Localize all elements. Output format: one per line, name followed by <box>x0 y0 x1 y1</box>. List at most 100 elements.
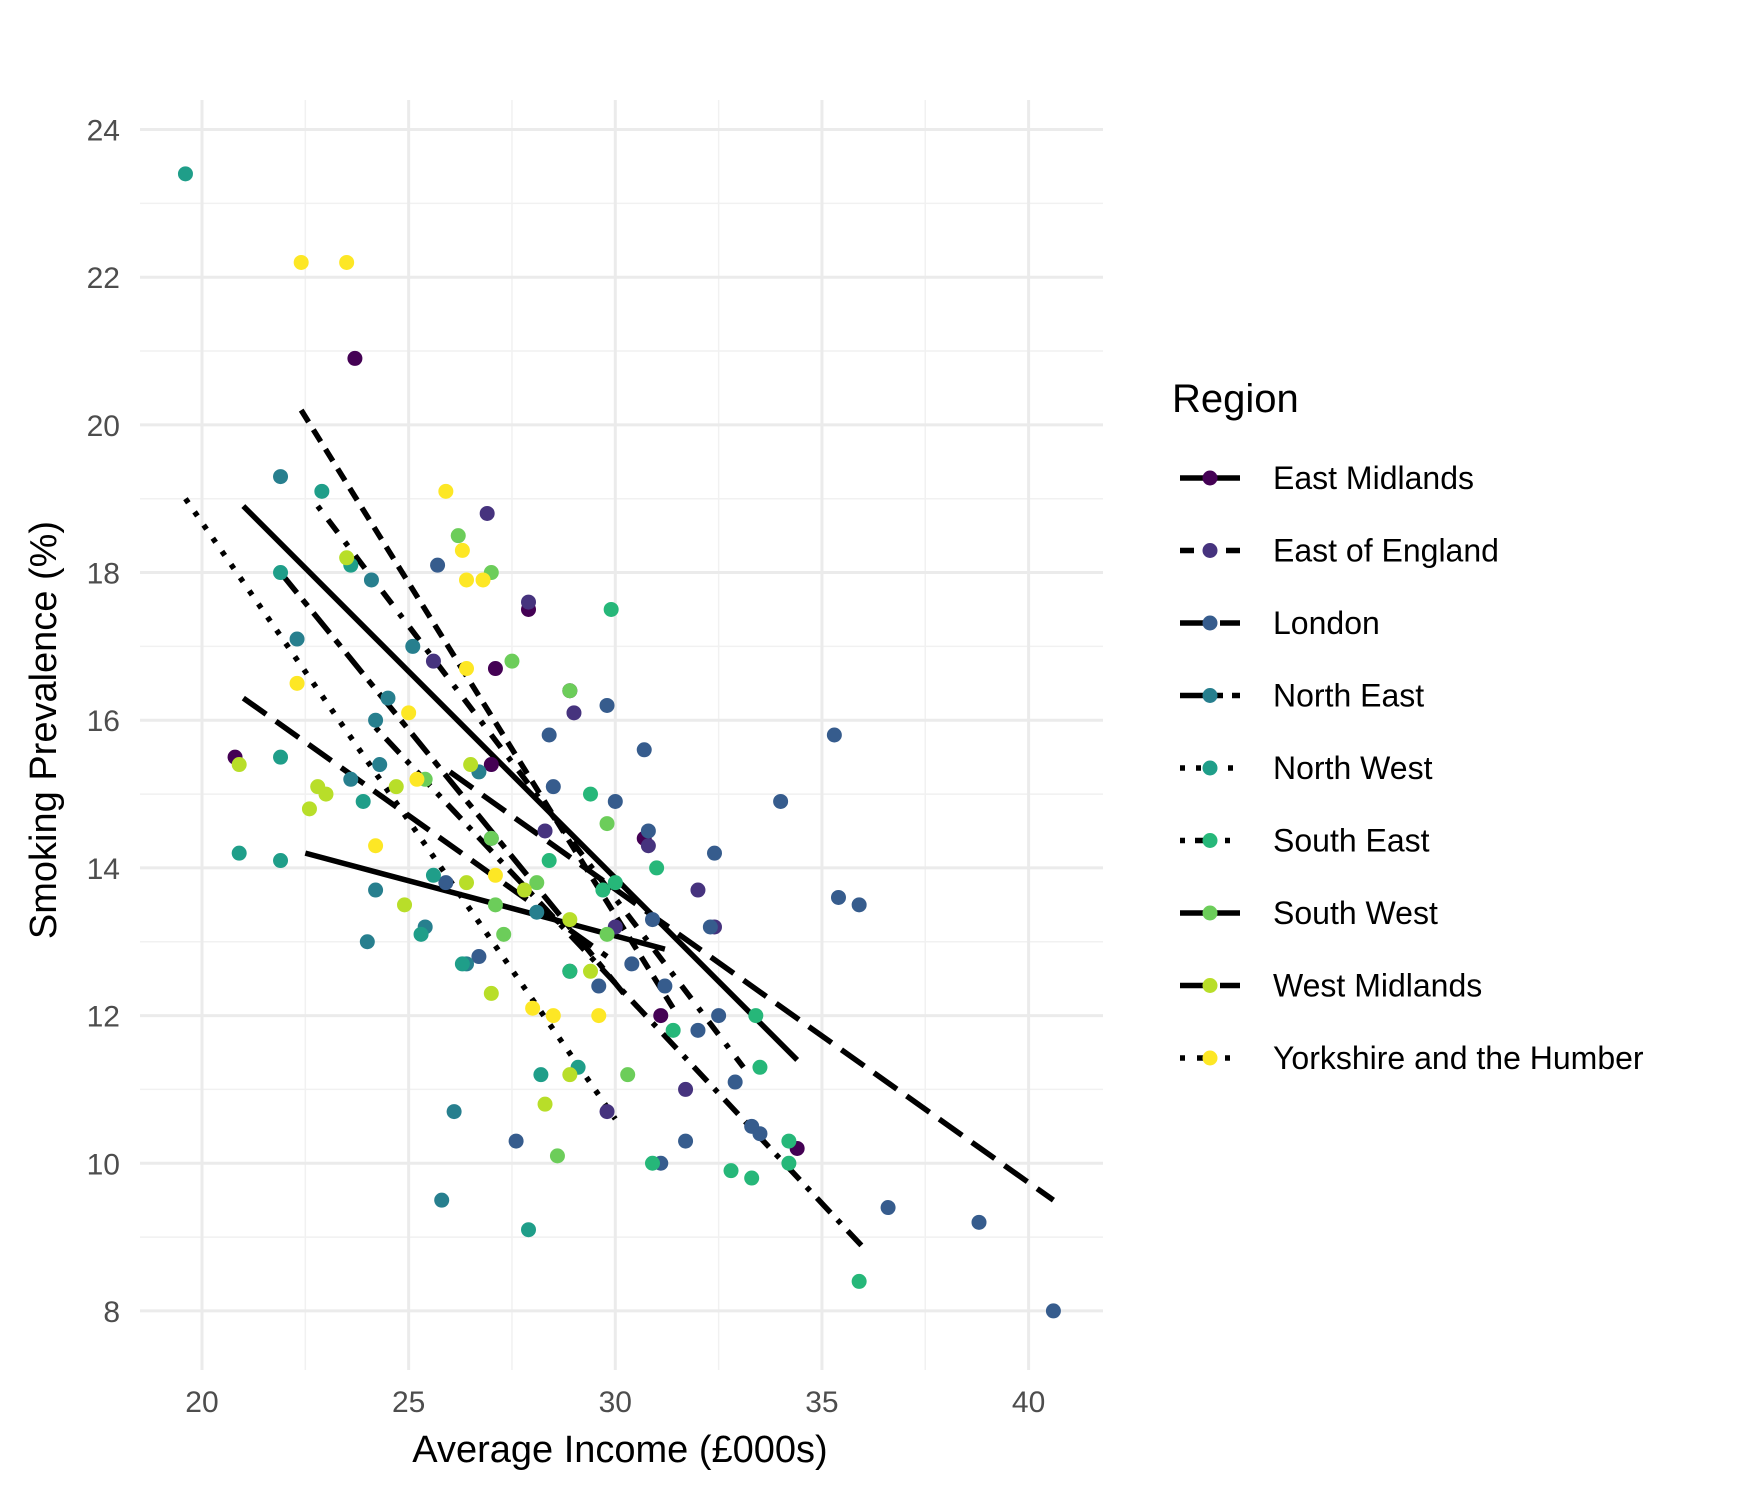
data-point <box>880 1200 896 1216</box>
legend-label: South East <box>1273 823 1430 859</box>
data-point <box>690 882 706 898</box>
data-point <box>599 697 615 713</box>
data-point <box>781 1133 797 1149</box>
data-point <box>678 1133 694 1149</box>
y-axis-ticks: 8 10 12 14 16 18 20 22 24 <box>87 115 120 1329</box>
data-point <box>487 867 503 883</box>
data-point <box>603 601 619 617</box>
data-point <box>355 793 371 809</box>
data-point <box>289 631 305 647</box>
data-point <box>454 542 470 558</box>
data-point <box>599 1104 615 1120</box>
data-point <box>752 1126 768 1142</box>
data-point <box>607 875 623 891</box>
data-point <box>516 882 532 898</box>
data-point <box>752 1059 768 1075</box>
data-point <box>504 653 520 669</box>
trend-line <box>315 504 746 1069</box>
data-point <box>339 254 355 270</box>
trend-lines <box>183 408 1055 1254</box>
data-point <box>562 683 578 699</box>
legend-item: East Midlands <box>1180 460 1474 496</box>
data-point <box>851 1273 867 1289</box>
y-tick-label: 14 <box>87 853 120 886</box>
y-tick-label: 8 <box>103 1296 120 1329</box>
data-point <box>649 860 665 876</box>
data-point <box>640 838 656 854</box>
data-point <box>640 823 656 839</box>
data-points <box>177 166 1061 1319</box>
data-point <box>702 919 718 935</box>
data-point <box>347 350 363 366</box>
data-point <box>177 166 193 182</box>
data-point <box>525 1000 541 1016</box>
data-point <box>459 875 475 891</box>
data-point <box>541 727 557 743</box>
data-point <box>562 963 578 979</box>
data-point <box>1045 1303 1061 1319</box>
data-point <box>706 845 722 861</box>
legend-item: Yorkshire and the Humber <box>1180 1040 1644 1076</box>
legend-key-point <box>1202 470 1218 486</box>
legend-key-point <box>1202 760 1218 776</box>
x-axis-ticks: 20 25 30 35 40 <box>185 1386 1045 1419</box>
x-tick-label: 25 <box>392 1386 425 1419</box>
data-point <box>624 956 640 972</box>
legend-label: East of England <box>1273 533 1499 569</box>
data-point <box>748 1008 764 1024</box>
legend-label: East Midlands <box>1273 460 1474 496</box>
data-point <box>541 853 557 869</box>
data-point <box>971 1214 987 1230</box>
legend-item: London <box>1180 605 1380 641</box>
data-point <box>591 1008 607 1024</box>
data-point <box>566 705 582 721</box>
data-point <box>487 897 503 913</box>
data-point <box>459 572 475 588</box>
data-point <box>549 1148 565 1164</box>
data-point <box>830 889 846 905</box>
data-point <box>521 594 537 610</box>
data-point <box>397 897 413 913</box>
data-point <box>273 565 289 581</box>
legend-key-point <box>1202 1050 1218 1066</box>
y-axis-title: Smoking Prevalence (%) <box>23 521 65 939</box>
data-point <box>636 742 652 758</box>
y-tick-label: 12 <box>87 1001 120 1034</box>
data-point <box>368 838 384 854</box>
data-point <box>545 779 561 795</box>
data-point <box>529 904 545 920</box>
legend-label: South West <box>1273 895 1438 931</box>
data-point <box>723 1163 739 1179</box>
data-point <box>607 793 623 809</box>
trend-line <box>241 504 800 1062</box>
grid <box>140 100 1103 1370</box>
data-point <box>678 1081 694 1097</box>
data-point <box>380 690 396 706</box>
data-point <box>479 505 495 521</box>
data-point <box>773 793 789 809</box>
data-point <box>483 985 499 1001</box>
data-point <box>273 469 289 485</box>
data-point <box>508 1133 524 1149</box>
x-tick-label: 35 <box>805 1386 838 1419</box>
y-tick-label: 16 <box>87 705 120 738</box>
data-point <box>231 845 247 861</box>
legend-key-point <box>1202 833 1218 848</box>
legend-label: Yorkshire and the Humber <box>1273 1040 1644 1076</box>
data-point <box>343 771 359 787</box>
legend-key-point <box>1202 688 1218 703</box>
data-point <box>487 661 503 677</box>
legend-item: North West <box>1180 750 1433 786</box>
data-point <box>434 1192 450 1208</box>
data-point <box>231 757 247 773</box>
legend-item: South West <box>1180 895 1438 931</box>
data-point <box>273 853 289 869</box>
data-point <box>425 653 441 669</box>
legend-item: East of England <box>1180 533 1499 569</box>
data-point <box>591 978 607 994</box>
data-point <box>826 727 842 743</box>
data-point <box>463 757 479 773</box>
data-point <box>314 483 330 499</box>
data-point <box>496 926 512 942</box>
data-point <box>339 550 355 566</box>
